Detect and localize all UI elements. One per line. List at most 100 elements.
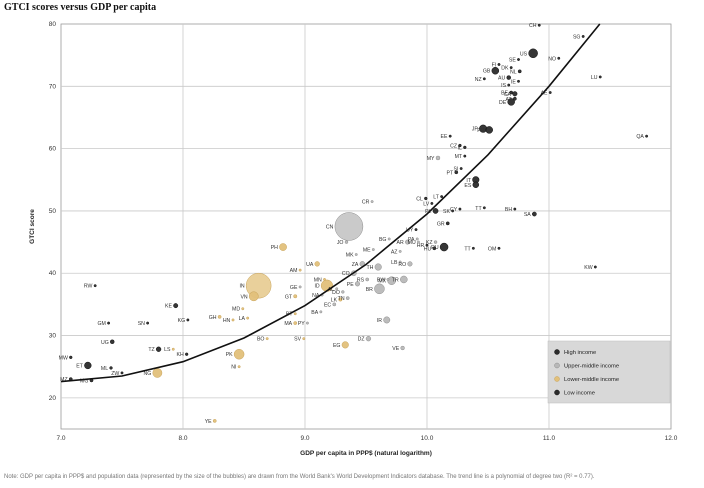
point-label-eg: EG: [333, 343, 341, 349]
point-label-id: ID: [314, 284, 319, 290]
point-label-gh: GH: [209, 315, 217, 321]
bubble-mt: [463, 154, 467, 158]
bubble-ca: [512, 91, 518, 97]
bubble-ua: [314, 261, 320, 267]
legend-swatch-high: [554, 349, 560, 355]
point-label-lt: LT: [433, 195, 439, 201]
point-label-sn: SN: [138, 321, 145, 327]
bubble-la: [246, 316, 250, 320]
bubble-kw: [593, 265, 597, 269]
bubble-ec: [332, 302, 337, 307]
bubble-lk: [338, 297, 343, 302]
bubble-do: [341, 290, 345, 294]
bubble-py: [305, 321, 309, 325]
bubble-nz: [482, 77, 486, 81]
y-tick-label: 30: [49, 333, 57, 340]
point-label-pt: PT: [447, 170, 454, 176]
point-label-co: CO: [342, 271, 350, 277]
bubble-no: [557, 56, 561, 60]
point-label-mg: MG: [80, 378, 88, 384]
bubble-fr: [485, 126, 493, 134]
bubble-dz: [365, 336, 372, 342]
x-tick-label: 9.0: [300, 435, 309, 442]
bubble-il: [463, 145, 467, 150]
bubble-is: [507, 83, 511, 87]
bubble-lt: [440, 195, 444, 199]
point-label-kh: KH: [177, 352, 184, 358]
bubble-ar: [405, 239, 410, 245]
point-label-dk: DK: [501, 66, 509, 72]
point-label-tt: TT: [475, 206, 482, 212]
point-label-ua: UA: [306, 262, 314, 268]
chart-title: GTCI scores versus GDP per capita: [4, 2, 157, 13]
point-label-al: AL: [328, 287, 334, 293]
point-label-md: MD: [232, 307, 240, 313]
bubble-kz: [433, 240, 438, 244]
point-label-no: NO: [548, 56, 556, 62]
bubble-ph: [279, 243, 287, 251]
point-label-gm: GM: [98, 321, 106, 327]
point-label-tz: TZ: [148, 347, 154, 353]
point-label-il: IL: [458, 145, 462, 151]
point-label-mt: MT: [455, 154, 463, 160]
bubble-mu: [417, 240, 420, 244]
bubble-az: [398, 249, 402, 253]
point-label-zw: ZW: [111, 371, 119, 377]
bubble-dk: [509, 66, 513, 70]
bubble-gm: [107, 321, 111, 325]
point-label-fi: FI: [492, 63, 497, 69]
bubble-se: [517, 58, 520, 61]
x-axis-label: GDP per capita in PPP$ (natural logarith…: [300, 450, 432, 457]
bubble-sk: [451, 209, 455, 213]
bubble-us: [528, 48, 538, 59]
point-label-do: DO: [332, 290, 340, 296]
bubble-cz: [458, 143, 462, 148]
point-label-cz: CZ: [450, 144, 457, 150]
bubble-ge: [298, 285, 302, 289]
bubble-pl: [432, 208, 439, 214]
point-label-kw: KW: [584, 265, 592, 271]
point-label-ke: KE: [165, 304, 172, 310]
point-label-cy: CY: [450, 207, 458, 213]
point-label-ar: AR: [397, 240, 404, 246]
y-tick-label: 40: [49, 270, 57, 277]
bubble-de: [507, 98, 515, 106]
point-label-dz: DZ: [358, 337, 365, 343]
bubble-lv: [430, 201, 434, 205]
point-label-py: PY: [298, 321, 305, 327]
point-label-tt: TT: [464, 246, 471, 252]
point-label-hu: HU: [424, 246, 432, 252]
point-label-it: IT: [466, 178, 471, 184]
point-label-bg: BG: [379, 237, 387, 243]
bubble-tt: [471, 246, 475, 250]
bubble-bo: [265, 337, 269, 341]
bubble-md: [241, 307, 245, 311]
bubble-lu: [598, 75, 602, 79]
bubble-ie: [517, 79, 520, 83]
point-label-rs: RS: [357, 277, 365, 283]
point-label-tn: TN: [338, 296, 345, 302]
bubble-ng: [152, 368, 163, 378]
point-label-ie: IE: [511, 79, 516, 85]
y-tick-label: 20: [49, 395, 57, 402]
bubble-tn: [345, 296, 350, 301]
point-label-sk: SK: [443, 209, 450, 215]
bubble-et: [84, 361, 92, 370]
bubble-tz: [155, 346, 162, 352]
point-label-pe: PE: [347, 282, 354, 288]
bubble-ma: [293, 321, 298, 325]
bubble-jo: [344, 240, 349, 244]
bubble-ni: [237, 365, 241, 369]
point-label-ls: LS: [164, 347, 171, 353]
bubble-es: [472, 181, 480, 189]
point-label-in: IN: [239, 284, 244, 290]
point-label-sa: SA: [524, 212, 531, 218]
point-label-ug: UG: [101, 340, 109, 346]
point-label-mu: MU: [408, 240, 416, 246]
point-label-na: NA: [312, 293, 320, 299]
bubble-rs: [365, 277, 370, 282]
point-label-ir: IR: [377, 318, 382, 324]
point-label-jo: JO: [337, 240, 344, 246]
point-label-jp: JP: [472, 127, 479, 133]
bubble-pk: [233, 348, 245, 360]
